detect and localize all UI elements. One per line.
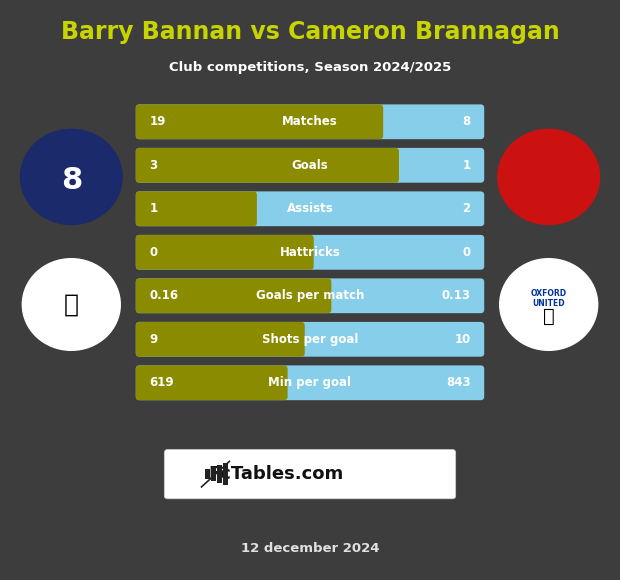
FancyBboxPatch shape — [136, 365, 484, 400]
Text: OXFORD
UNITED: OXFORD UNITED — [531, 289, 567, 309]
FancyBboxPatch shape — [136, 235, 314, 270]
Text: 10: 10 — [454, 333, 471, 346]
Text: 0.16: 0.16 — [149, 289, 179, 302]
Text: 19: 19 — [149, 115, 166, 128]
FancyBboxPatch shape — [136, 322, 484, 357]
Text: 619: 619 — [149, 376, 174, 389]
Text: Assists: Assists — [286, 202, 334, 215]
Text: 8: 8 — [61, 166, 82, 195]
FancyBboxPatch shape — [136, 278, 331, 313]
Text: FcTables.com: FcTables.com — [208, 465, 343, 483]
Text: 🦉: 🦉 — [64, 292, 79, 317]
FancyBboxPatch shape — [136, 191, 484, 226]
Text: 12 december 2024: 12 december 2024 — [241, 542, 379, 554]
Text: 0: 0 — [149, 246, 157, 259]
FancyBboxPatch shape — [136, 191, 257, 226]
Text: 2: 2 — [463, 202, 471, 215]
Text: Shots per goal: Shots per goal — [262, 333, 358, 346]
Text: Goals per match: Goals per match — [256, 289, 364, 302]
Text: 843: 843 — [446, 376, 471, 389]
Text: Min per goal: Min per goal — [268, 376, 352, 389]
Circle shape — [20, 129, 122, 224]
FancyBboxPatch shape — [136, 104, 383, 139]
FancyBboxPatch shape — [136, 322, 305, 357]
FancyBboxPatch shape — [217, 465, 222, 484]
FancyBboxPatch shape — [164, 450, 456, 499]
Text: Club competitions, Season 2024/2025: Club competitions, Season 2024/2025 — [169, 61, 451, 74]
Text: 🐂: 🐂 — [543, 307, 554, 325]
Text: 0: 0 — [463, 246, 471, 259]
FancyBboxPatch shape — [136, 278, 484, 313]
Text: Goals: Goals — [291, 159, 329, 172]
Circle shape — [22, 259, 120, 350]
Text: 9: 9 — [149, 333, 157, 346]
FancyBboxPatch shape — [136, 235, 484, 270]
Text: Hattricks: Hattricks — [280, 246, 340, 259]
Text: 8: 8 — [463, 115, 471, 128]
Text: 1: 1 — [149, 202, 157, 215]
FancyBboxPatch shape — [223, 463, 228, 485]
FancyBboxPatch shape — [211, 467, 216, 481]
Circle shape — [500, 259, 598, 350]
FancyBboxPatch shape — [136, 148, 484, 183]
FancyBboxPatch shape — [136, 104, 484, 139]
Text: 0.13: 0.13 — [441, 289, 471, 302]
Text: 3: 3 — [149, 159, 157, 172]
Text: Matches: Matches — [282, 115, 338, 128]
FancyBboxPatch shape — [136, 148, 399, 183]
FancyBboxPatch shape — [136, 365, 288, 400]
Text: Barry Bannan vs Cameron Brannagan: Barry Bannan vs Cameron Brannagan — [61, 20, 559, 44]
FancyBboxPatch shape — [205, 469, 210, 479]
Circle shape — [498, 129, 600, 224]
Text: 1: 1 — [463, 159, 471, 172]
